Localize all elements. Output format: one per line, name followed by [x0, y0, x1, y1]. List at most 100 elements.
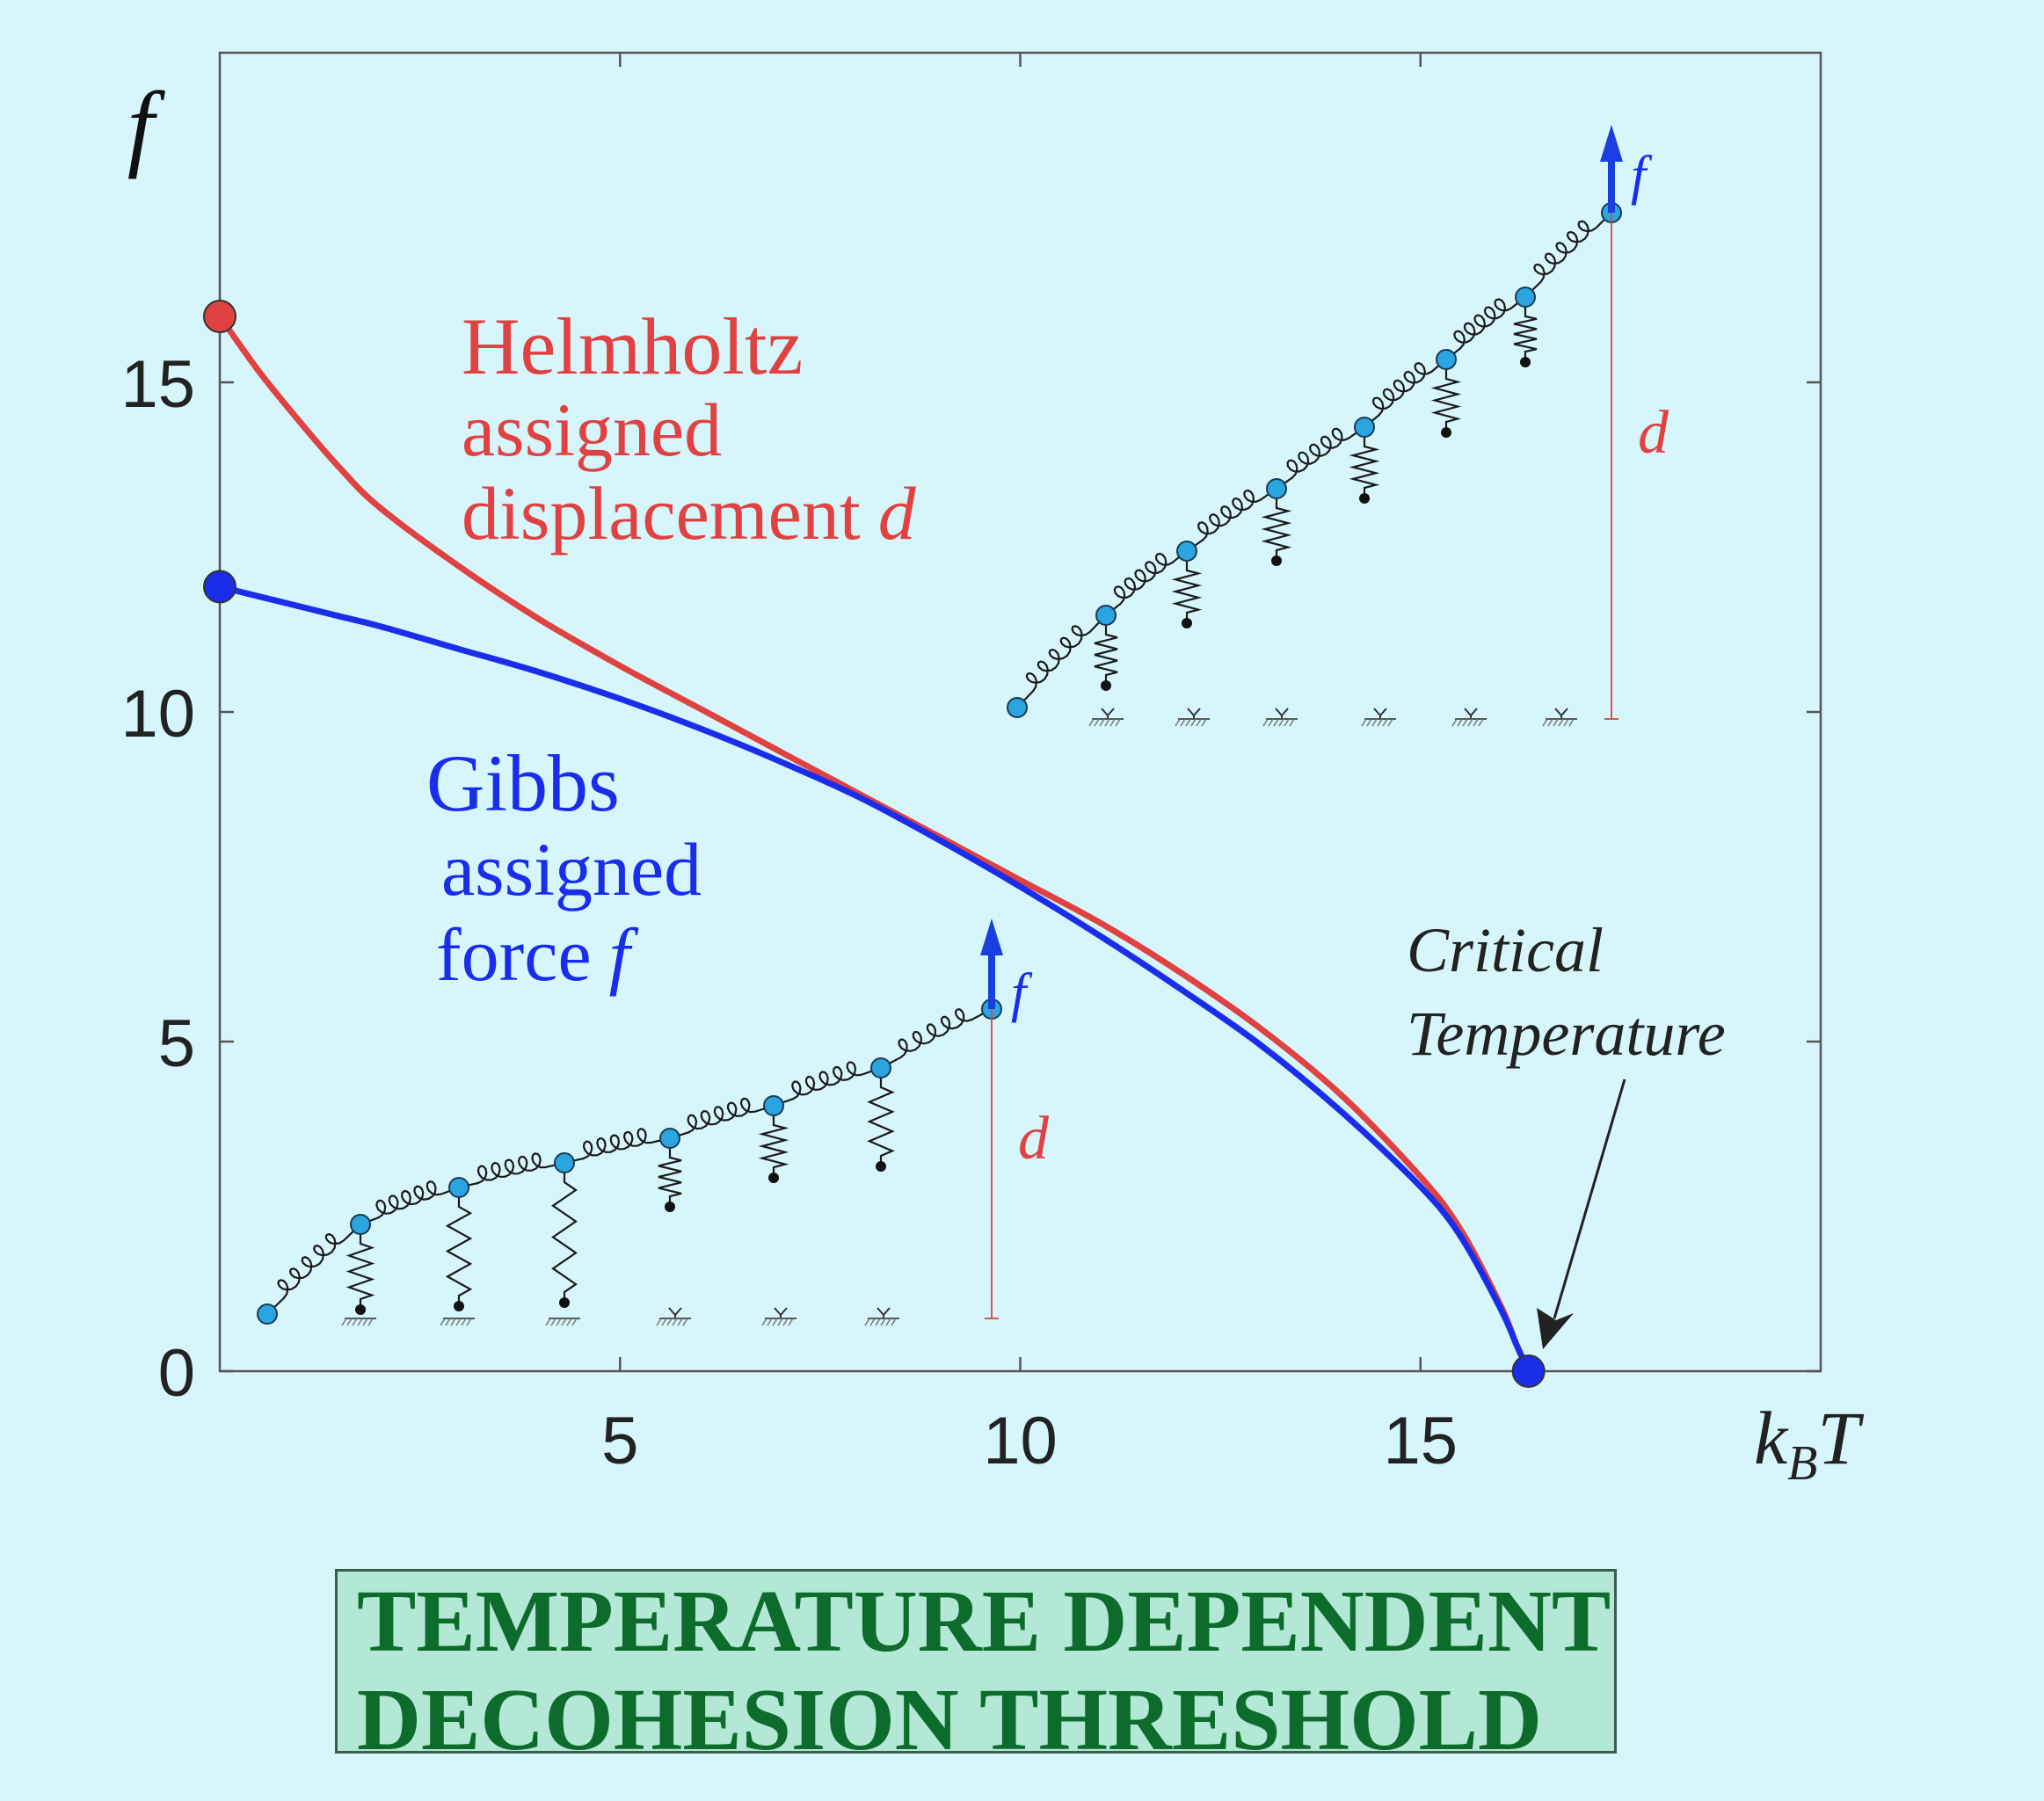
spring-coil	[669, 1097, 775, 1140]
bond-spring	[1513, 306, 1538, 362]
broken-bond	[774, 1307, 788, 1318]
x-tick-label: 15	[1383, 1404, 1458, 1478]
gibbs-start-point	[203, 570, 236, 604]
bond-end	[876, 1161, 886, 1172]
bead	[1266, 478, 1287, 499]
bond-end	[1520, 357, 1531, 367]
bond-end	[665, 1202, 675, 1212]
spring-coil	[1524, 212, 1612, 298]
spring-coil	[880, 1008, 993, 1069]
x-axis-label: kBT	[1754, 1396, 1864, 1491]
bead	[1176, 541, 1197, 562]
gibbs-force: force f	[436, 912, 639, 997]
bond-end	[768, 1173, 779, 1183]
helmholtz-displacement: displacement d	[462, 471, 917, 556]
bead	[257, 1304, 278, 1325]
force-arrow-head	[980, 919, 1003, 955]
bond-spring	[758, 1115, 789, 1178]
bond-spring	[1094, 624, 1118, 686]
broken-bond	[1554, 708, 1568, 719]
spring-coil	[360, 1180, 460, 1226]
spring-coil	[1276, 426, 1365, 490]
spring-coil	[1364, 359, 1447, 428]
critical-temperature-point	[1511, 1354, 1546, 1388]
y-tick-label: 5	[158, 1006, 195, 1081]
gibbs-annotation: Gibbs assigned force f	[426, 738, 702, 997]
bead	[448, 1177, 469, 1198]
spring-coil	[1016, 614, 1107, 708]
spring-coil	[266, 1224, 361, 1315]
bond-spring	[551, 1172, 578, 1303]
x-tick-label: 10	[983, 1404, 1058, 1478]
bead	[1354, 417, 1375, 438]
spring-coil	[458, 1152, 565, 1189]
inset-force-label: f	[1011, 963, 1033, 1023]
bead	[1007, 697, 1028, 718]
bead	[350, 1214, 371, 1235]
spring-coil	[773, 1061, 882, 1107]
bond-end	[1101, 680, 1111, 691]
bond-spring	[1261, 497, 1292, 561]
y-axis-label: f	[127, 72, 166, 179]
spring-coil	[1445, 296, 1526, 360]
chain-inset-gibbs: fd	[257, 919, 1050, 1326]
y-tick-label: 0	[158, 1336, 195, 1411]
bond-end	[1182, 618, 1192, 628]
bond-end	[1359, 493, 1370, 504]
bead	[763, 1095, 784, 1116]
figure-title: TEMPERATURE DEPENDENT DECOHESION THRESHO…	[335, 1569, 1617, 1754]
bond-spring	[1171, 560, 1203, 623]
helmholtz-assigned: assigned	[462, 388, 722, 472]
bead	[1095, 605, 1117, 626]
broken-bond	[668, 1307, 682, 1318]
series-line-gibbs	[219, 584, 1531, 1373]
inset-displacement-label: d	[1018, 1105, 1050, 1173]
broken-bond	[1187, 708, 1201, 719]
broken-bond	[1101, 708, 1115, 719]
axis-tick-labels: 5 10 15 0 5 10 15	[120, 347, 1458, 1478]
gibbs-label: Gibbs	[426, 738, 620, 828]
inset-force-label: f	[1631, 146, 1653, 206]
bead	[554, 1152, 575, 1173]
y-tick-label: 15	[120, 347, 195, 422]
spring-coil	[1186, 488, 1277, 552]
bead	[870, 1057, 891, 1078]
helmholtz-start-point	[203, 300, 236, 333]
broken-bond	[1464, 708, 1478, 719]
critical-annotation: Critical Temperature	[1407, 915, 1726, 1069]
spring-coil	[1105, 550, 1188, 616]
y-tick-label: 10	[120, 677, 195, 752]
broken-bond	[1275, 708, 1289, 719]
chain-inset-helmholtz: fd	[1007, 125, 1669, 727]
title-line-1: TEMPERATURE DEPENDENT	[357, 1572, 1611, 1670]
bond-end	[454, 1301, 464, 1311]
bond-spring	[346, 1233, 375, 1310]
bond-end	[559, 1297, 570, 1308]
critical-arrow	[1537, 1078, 1626, 1349]
helmholtz-annotation: Helmholtz assigned displacement d	[462, 301, 917, 556]
critical-label-line1: Critical	[1407, 915, 1604, 985]
bond-end	[355, 1304, 366, 1315]
bond-end	[1271, 556, 1282, 566]
inset-displacement-label: d	[1638, 399, 1669, 467]
axis-ticks	[220, 53, 1821, 1373]
bond-spring	[1430, 368, 1462, 432]
bead	[1436, 349, 1457, 370]
bead	[659, 1128, 680, 1149]
title-line-2: DECOHESION THRESHOLD	[357, 1670, 1542, 1754]
bond-end	[1441, 427, 1451, 438]
critical-label-line2: Temperature	[1407, 999, 1726, 1069]
spring-coil	[564, 1128, 671, 1165]
x-tick-label: 5	[601, 1404, 638, 1478]
bond-spring	[658, 1147, 682, 1207]
broken-bond	[877, 1307, 891, 1318]
helmholtz-label: Helmholtz	[462, 301, 803, 391]
series-line-helmholtz	[217, 314, 1531, 1373]
force-arrow-head	[1600, 125, 1623, 162]
gibbs-assigned: assigned	[441, 827, 702, 911]
bond-spring	[445, 1196, 473, 1306]
broken-bond	[1373, 708, 1387, 719]
bond-spring	[1349, 436, 1380, 498]
bead	[1515, 287, 1536, 308]
